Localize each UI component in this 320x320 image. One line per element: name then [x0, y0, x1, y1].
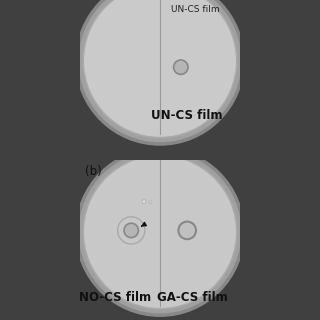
Text: UN-CS film: UN-CS film — [151, 109, 223, 122]
Circle shape — [142, 200, 146, 204]
Text: UN-CS film: UN-CS film — [171, 5, 220, 14]
Circle shape — [174, 60, 188, 74]
Text: GA-CS film: GA-CS film — [156, 291, 228, 304]
Circle shape — [77, 149, 243, 315]
Circle shape — [77, 0, 243, 144]
Circle shape — [149, 201, 152, 204]
Text: (b): (b) — [85, 165, 101, 178]
Circle shape — [83, 0, 237, 138]
Text: NO-CS film: NO-CS film — [79, 291, 151, 304]
Circle shape — [179, 221, 196, 239]
Circle shape — [124, 223, 138, 237]
Circle shape — [83, 155, 237, 309]
